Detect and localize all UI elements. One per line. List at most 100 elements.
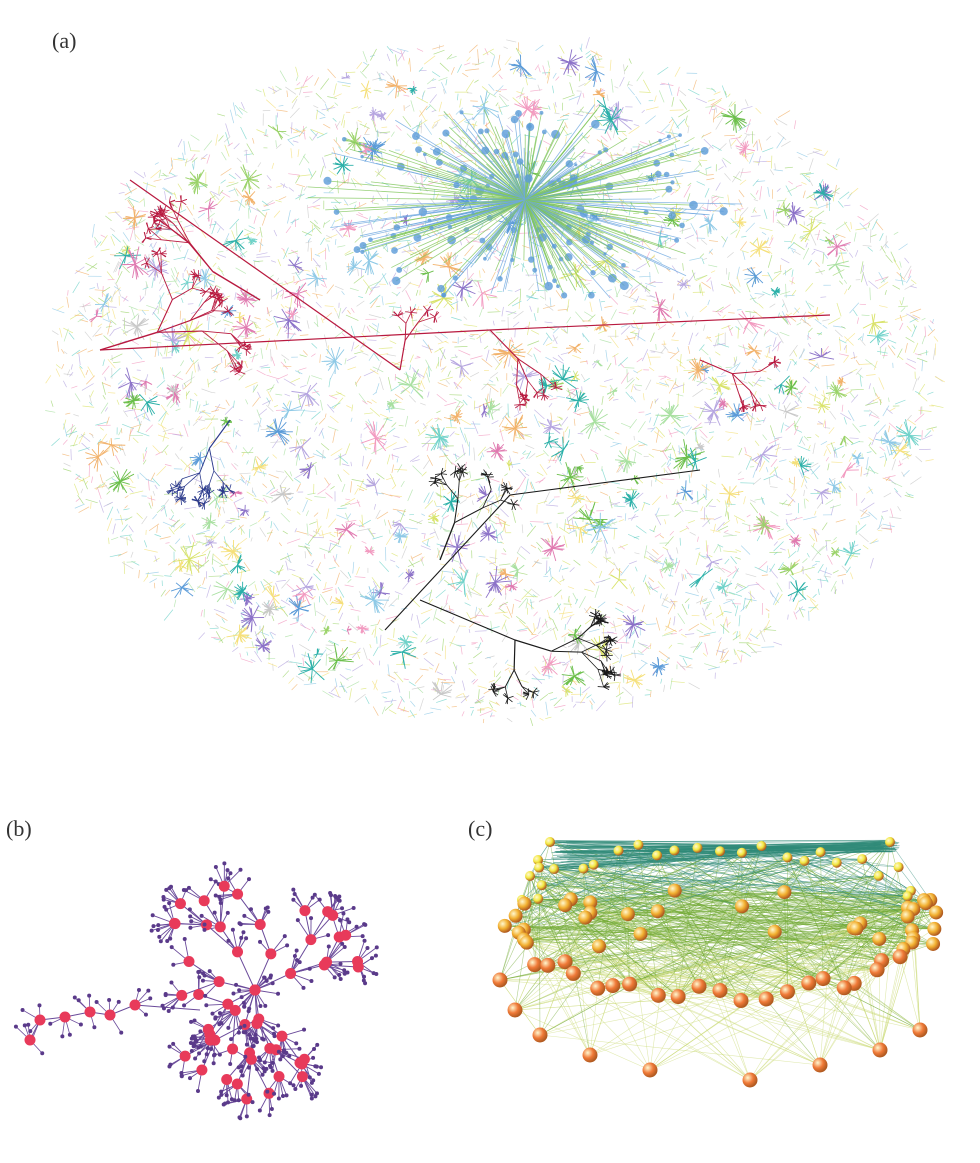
mesh-edge (152, 445, 161, 454)
mesh-edge (381, 126, 388, 128)
mesh-edge (481, 86, 489, 92)
mesh-edge (606, 557, 611, 559)
mesh-edge (884, 452, 888, 461)
mesh-edge (564, 663, 569, 673)
mesh-edge (568, 598, 572, 608)
mesh-edge (101, 382, 112, 387)
mesh-edge (744, 598, 757, 602)
mesh-edge (524, 325, 530, 328)
mesh-edge (875, 221, 884, 231)
mesh-edge (487, 706, 497, 712)
mesh-edge (357, 120, 363, 123)
mesh-edge (136, 512, 143, 520)
mesh-edge (529, 305, 533, 312)
mesh-edge (468, 628, 471, 634)
mesh-edge (700, 506, 704, 512)
mesh-edge (543, 522, 552, 525)
mesh-edge (110, 367, 121, 378)
mesh-edge (402, 579, 412, 590)
mesh-edge (365, 286, 369, 294)
mesh-edge (320, 649, 327, 658)
mesh-edge (714, 338, 718, 348)
mesh-edge (253, 498, 264, 502)
mesh-edge (818, 179, 824, 187)
mesh-edge (806, 552, 810, 558)
mesh-edge (692, 641, 701, 654)
mesh-edge (409, 455, 420, 462)
mesh-edge (209, 191, 216, 201)
mesh-edge (548, 105, 551, 110)
mesh-edge (443, 678, 451, 681)
mesh-edge (402, 536, 408, 549)
mesh-edge (411, 313, 414, 326)
mesh-edge (183, 383, 187, 388)
mesh-edge (104, 457, 109, 466)
mesh-edge (562, 560, 571, 566)
mesh-edge (279, 281, 294, 287)
mesh-edge (174, 453, 180, 460)
mesh-edge (568, 429, 571, 438)
mesh-edge (798, 598, 804, 602)
mesh-edge (711, 195, 718, 199)
mesh-edge (910, 476, 922, 485)
mesh-edge (431, 294, 436, 298)
mesh-edge (219, 626, 232, 633)
mesh-edge (791, 249, 795, 254)
mesh-edge (542, 65, 547, 76)
mesh-edge (246, 460, 249, 465)
mesh-edge (328, 566, 336, 570)
mesh-edge (671, 681, 685, 683)
mesh-edge (385, 477, 394, 481)
mesh-edge (468, 591, 482, 597)
mesh-edge (209, 218, 213, 229)
mesh-edge (542, 450, 549, 457)
mesh-edge (427, 391, 430, 398)
mesh-edge (232, 102, 237, 117)
mesh-edge (444, 340, 449, 344)
mesh-edge (367, 339, 377, 341)
mesh-edge (451, 532, 454, 540)
mesh-edge (197, 586, 207, 590)
mesh-edge (55, 368, 61, 377)
mesh-edge (213, 275, 216, 281)
mesh-edge (883, 492, 892, 498)
mesh-edge (599, 231, 602, 244)
mesh-edge (567, 651, 572, 664)
mesh-edge (304, 651, 306, 658)
mesh-edge (568, 95, 581, 101)
mesh-edge (652, 548, 659, 556)
mesh-edge (771, 340, 782, 352)
mesh-edge (599, 649, 601, 662)
mesh-edge (116, 284, 122, 297)
mesh-edge (551, 419, 561, 423)
mesh-edge (661, 593, 668, 606)
mesh-edge (773, 120, 778, 126)
mesh-edge (453, 253, 455, 260)
mesh-edge (272, 88, 282, 94)
mesh-edge (645, 379, 652, 391)
mesh-edge (620, 324, 628, 328)
mesh-edge (461, 431, 467, 443)
mesh-edge (376, 360, 382, 373)
mesh-edge (544, 568, 552, 576)
mesh-edge (284, 470, 294, 482)
mesh-edge (154, 534, 162, 537)
mesh-edge (311, 390, 319, 394)
mesh-edge (503, 602, 507, 606)
mesh-edge (423, 657, 434, 667)
mesh-edge (735, 517, 738, 524)
mesh-edge (460, 418, 472, 426)
mesh-edge (421, 345, 434, 351)
mesh-edge (499, 508, 509, 518)
mesh-edge (270, 521, 273, 529)
mesh-edge (149, 578, 157, 583)
mesh-edge (633, 385, 637, 390)
mesh-edge (793, 349, 798, 357)
mesh-edge (152, 490, 156, 496)
mesh-edge (239, 249, 246, 258)
mesh-edge (95, 241, 102, 248)
mesh-edge (452, 573, 457, 576)
mesh-edge (238, 419, 243, 422)
mesh-edge (837, 573, 846, 577)
mesh-edge (826, 445, 832, 454)
